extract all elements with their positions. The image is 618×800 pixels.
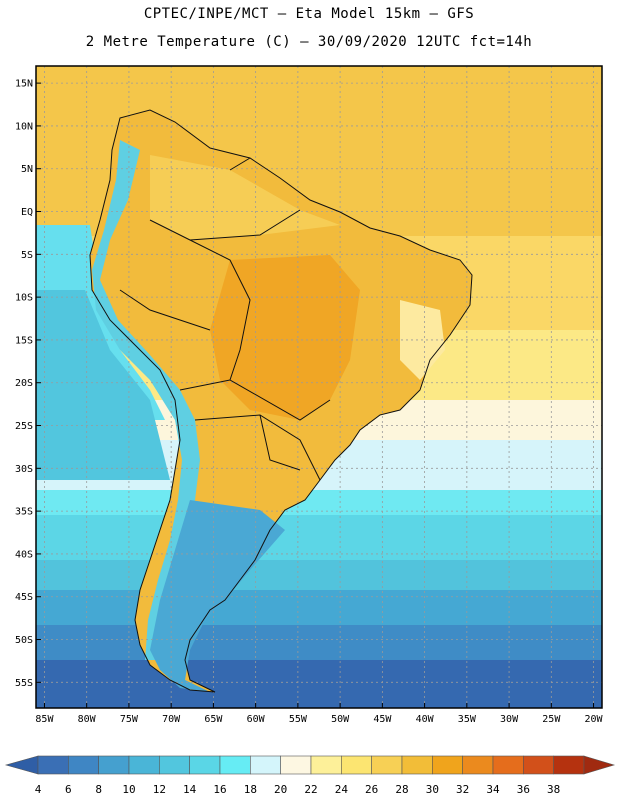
lat-label: 15N: [15, 79, 33, 90]
ocean-band-14: [36, 515, 602, 560]
lon-label: 40W: [416, 714, 435, 725]
lat-label: 15S: [15, 335, 33, 346]
andes-cold-strip: [92, 140, 200, 660]
colorbar-label: 18: [244, 783, 257, 796]
colorbar-swatch: [553, 755, 585, 775]
lat-label: 40S: [15, 549, 33, 560]
lat-label: 45S: [15, 592, 33, 603]
colorbar-label: 14: [183, 783, 197, 796]
map-gridlines: [36, 66, 602, 708]
lat-label: 30S: [15, 464, 33, 475]
colorbar-label: 20: [274, 783, 287, 796]
lat-label: 55S: [15, 678, 33, 689]
map-frame: [35, 65, 603, 709]
colorbar-swatch: [189, 755, 221, 775]
colorbar-swatch: [523, 755, 554, 775]
lon-label: 65W: [204, 714, 223, 725]
colorbar-label: 24: [335, 783, 349, 796]
colorbar-swatch: [401, 755, 433, 775]
lon-label: 30W: [500, 714, 519, 725]
colorbar-swatch: [371, 755, 403, 775]
colorbar-label: 22: [304, 783, 317, 796]
ocean-band-12: [36, 560, 602, 590]
lon-label: 35W: [458, 714, 477, 725]
ocean-band-6: [36, 660, 602, 708]
lat-label: 25S: [15, 421, 33, 432]
lat-label: 20S: [15, 378, 33, 389]
lat-label: 35S: [15, 507, 33, 518]
colorbar-high-arrow: [583, 755, 616, 775]
lat-label: 10S: [15, 293, 33, 304]
colorbar-swatch: [310, 755, 342, 775]
lat-label: 50S: [15, 635, 33, 646]
colorbar-label: 4: [35, 783, 42, 796]
ocean-band-10: [36, 590, 602, 625]
lat-label: 5N: [21, 164, 33, 175]
lon-label: 50W: [331, 714, 350, 725]
colorbar-label: 10: [122, 783, 135, 796]
colorbar-swatch: [128, 755, 160, 775]
colorbar: 4 6 8 10 12 14 16 18 20 22 24 26 28 30 32 34 36 38: [4, 755, 616, 796]
lon-label: 25W: [542, 714, 561, 725]
chart-title-line-1: CPTEC/INPE/MCT – Eta Model 15km – GFS: [143, 6, 475, 22]
colorbar-label: 26: [365, 783, 378, 796]
temperature-map: 15N 10N 5N EQ 5S 10S 15S 20S 25S 30S 35S 40S 45S 50S 5…: [15, 65, 604, 725]
lon-label: 60W: [247, 714, 266, 725]
colorbar-swatch: [462, 755, 494, 775]
colorbar-low-arrow: [4, 755, 39, 775]
lon-label: 20W: [585, 714, 604, 725]
chart-title-line-2: 2 Metre Temperature (C) – 30/09/2020 12U…: [85, 34, 533, 50]
colorbar-swatch: [432, 755, 463, 775]
ocean-band-8: [36, 625, 602, 660]
hot-interior: [210, 255, 360, 420]
warm-north: [150, 155, 340, 240]
colorbar-label: 8: [95, 783, 102, 796]
lon-label: 75W: [120, 714, 139, 725]
lat-label: 10N: [15, 121, 33, 132]
longitude-labels: 85W 80W 75W 70W 65W 60W 55W 50W 45W 40W 35W 30W 25W 2…: [35, 703, 604, 725]
lat-label: 5S: [21, 250, 33, 261]
colorbar-swatch: [159, 755, 190, 775]
colorbar-label: 12: [153, 783, 166, 796]
colorbar-label: 16: [213, 783, 226, 796]
country-borders: [89, 109, 473, 693]
colorbar-swatch: [37, 755, 69, 775]
colorbar-label: 28: [395, 783, 408, 796]
pacific-cool-region: [36, 290, 170, 480]
colorbar-label: 38: [547, 783, 560, 796]
colorbar-label: 32: [456, 783, 469, 796]
colorbar-label: 36: [517, 783, 530, 796]
colorbar-swatch: [98, 755, 130, 775]
colorbar-label: 34: [486, 783, 500, 796]
colorbar-label: 6: [65, 783, 72, 796]
lat-label: EQ: [21, 207, 33, 218]
colorbar-swatch: [68, 755, 99, 775]
southern-cone-cool: [150, 500, 285, 692]
lon-label: 70W: [162, 714, 181, 725]
lon-label: 45W: [373, 714, 392, 725]
colorbar-swatch: [250, 755, 281, 775]
lon-label: 55W: [289, 714, 308, 725]
lon-label: 80W: [78, 714, 97, 725]
colorbar-swatch: [280, 755, 312, 775]
colorbar-swatch: [219, 755, 251, 775]
colorbar-swatch: [341, 755, 372, 775]
colorbar-swatch: [492, 755, 524, 775]
lon-label: 85W: [35, 714, 54, 725]
latitude-labels: 15N 10N 5N EQ 5S 10S 15S 20S 25S 30S 35S 40S 45S 50S 5…: [15, 79, 41, 689]
colorbar-label: 30: [426, 783, 439, 796]
